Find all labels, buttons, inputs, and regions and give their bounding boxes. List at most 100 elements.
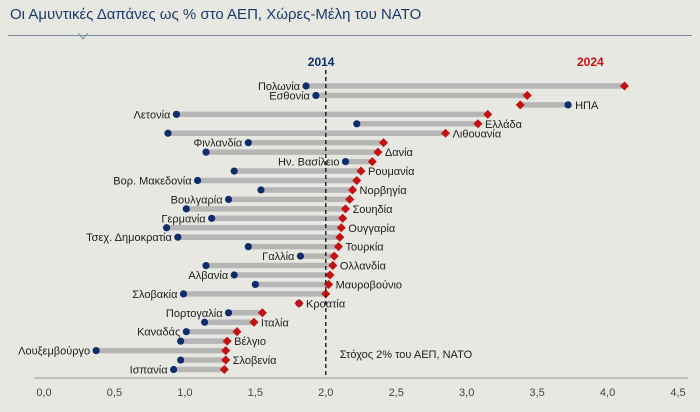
country-row: Βουλγαρία [171, 194, 355, 206]
country-label: Βορ. Μακεδονία [113, 176, 192, 188]
country-label: Ελλάδα [485, 119, 523, 131]
point-2024 [328, 261, 338, 271]
point-2014 [182, 328, 190, 336]
point-2014 [353, 120, 361, 128]
country-label: Βουλγαρία [171, 194, 224, 206]
country-label: Λουξεμβούργο [18, 346, 90, 358]
point-2014 [251, 280, 259, 289]
point-2014 [92, 347, 100, 355]
country-label: Σουηδία [353, 204, 394, 216]
country-row: Νορβηγία [257, 185, 407, 197]
point-2024 [473, 119, 483, 129]
point-2014 [244, 243, 252, 251]
point-2014 [564, 101, 572, 109]
point-2024 [619, 81, 629, 91]
legend-2014: 2014 [308, 55, 335, 69]
x-tick-label: 0,0 [36, 387, 51, 399]
country-row: Σουηδία [182, 204, 394, 216]
country-row: ΗΠΑ [515, 100, 599, 112]
point-2024 [336, 223, 346, 233]
country-row: Ουγγαρία [162, 223, 396, 235]
title-notch [78, 33, 88, 40]
country-label: Δανία [385, 147, 414, 159]
country-label: Γαλλία [262, 251, 295, 263]
point-2014 [224, 309, 233, 317]
legend-2024: 2024 [577, 55, 604, 69]
country-row: Ην. Βασίλειο [278, 157, 377, 169]
country-row: Σλοβενία [177, 355, 277, 367]
chart-title: Οι Αμυντικές Δαπάνες ως % στο ΑΕΠ, Χώρες… [10, 6, 422, 23]
country-row: Τσεχ. Δημοκρατία [86, 232, 345, 244]
point-2024 [340, 204, 351, 214]
point-2024 [348, 185, 358, 195]
country-label: Βέλγιο [234, 336, 266, 348]
x-tick-label: 3,0 [459, 387, 474, 399]
country-row: Πολωνία [258, 81, 629, 93]
country-row: Πορτογαλία [166, 308, 267, 320]
country-row: Λιθουανία [164, 128, 502, 140]
point-2024 [441, 128, 451, 138]
point-2014 [177, 337, 185, 345]
country-label: Πορτογαλία [166, 308, 223, 320]
x-tick-label: 4,0 [600, 387, 615, 399]
country-label: Πολωνία [258, 81, 301, 93]
country-label: Νορβηγία [360, 185, 408, 197]
country-label: Γερμανία [161, 213, 206, 225]
country-label: Ιταλία [261, 317, 290, 329]
point-2024 [515, 100, 525, 110]
point-2014 [174, 233, 182, 241]
x-axis-ticks: 0,0 0,5 1,0 1,5 2,0 2,5 3,0 3,5 4,0 4,5 [36, 387, 685, 399]
country-row: Σλοβακία [132, 289, 331, 301]
point-2024 [222, 336, 232, 346]
country-row: Ολλανδία [202, 261, 387, 273]
country-row: Ιταλία [201, 317, 289, 329]
point-2014 [193, 176, 202, 185]
point-2014 [302, 82, 310, 90]
point-2024 [356, 166, 366, 176]
country-label: Ολλανδία [340, 261, 387, 273]
x-tick-label: 1,5 [248, 387, 263, 399]
country-row: Γερμανία [161, 213, 348, 225]
point-2014 [230, 167, 238, 175]
country-label: Τουρκία [345, 242, 384, 254]
point-2024 [352, 175, 362, 186]
point-2024 [483, 109, 493, 119]
country-row: Ελλάδα [353, 119, 523, 131]
point-2024 [249, 317, 259, 327]
point-2014 [230, 271, 238, 279]
country-label: Ην. Βασίλειο [278, 157, 339, 169]
country-row: Φινλανδία [193, 138, 389, 150]
country-row: Γαλλία [262, 251, 339, 263]
country-label: Αλβανία [188, 270, 228, 282]
point-2024 [335, 232, 345, 242]
point-2014 [244, 139, 252, 147]
point-2024 [379, 138, 389, 148]
point-2014 [177, 356, 185, 364]
point-2014 [182, 205, 190, 213]
point-2024 [367, 157, 377, 167]
country-label: Σλοβενία [233, 355, 277, 367]
point-2024 [373, 147, 383, 157]
country-label: Λιθουανία [453, 128, 502, 140]
x-tick-label: 0,5 [107, 387, 122, 399]
country-row: Ρουμανία [230, 166, 415, 178]
point-2024 [257, 308, 267, 318]
point-2024 [333, 242, 343, 252]
country-row: Αλβανία [188, 270, 335, 282]
point-2024 [221, 355, 231, 365]
country-label: Εσθονία [269, 90, 310, 102]
country-row: Εσθονία [269, 90, 532, 102]
point-2014 [224, 195, 233, 203]
country-row: Κροατία [294, 298, 346, 310]
point-2014 [208, 214, 216, 222]
title-divider [8, 35, 692, 36]
country-label: Λετονία [134, 109, 172, 121]
country-label: Φινλανδία [193, 138, 242, 150]
point-2014 [257, 186, 265, 194]
country-label: Τσεχ. Δημοκρατία [86, 232, 172, 244]
country-row: Λουξεμβούργο [18, 346, 231, 358]
country-row: Καναδάς [137, 327, 242, 339]
point-2014 [202, 261, 210, 270]
point-2024 [232, 327, 242, 337]
